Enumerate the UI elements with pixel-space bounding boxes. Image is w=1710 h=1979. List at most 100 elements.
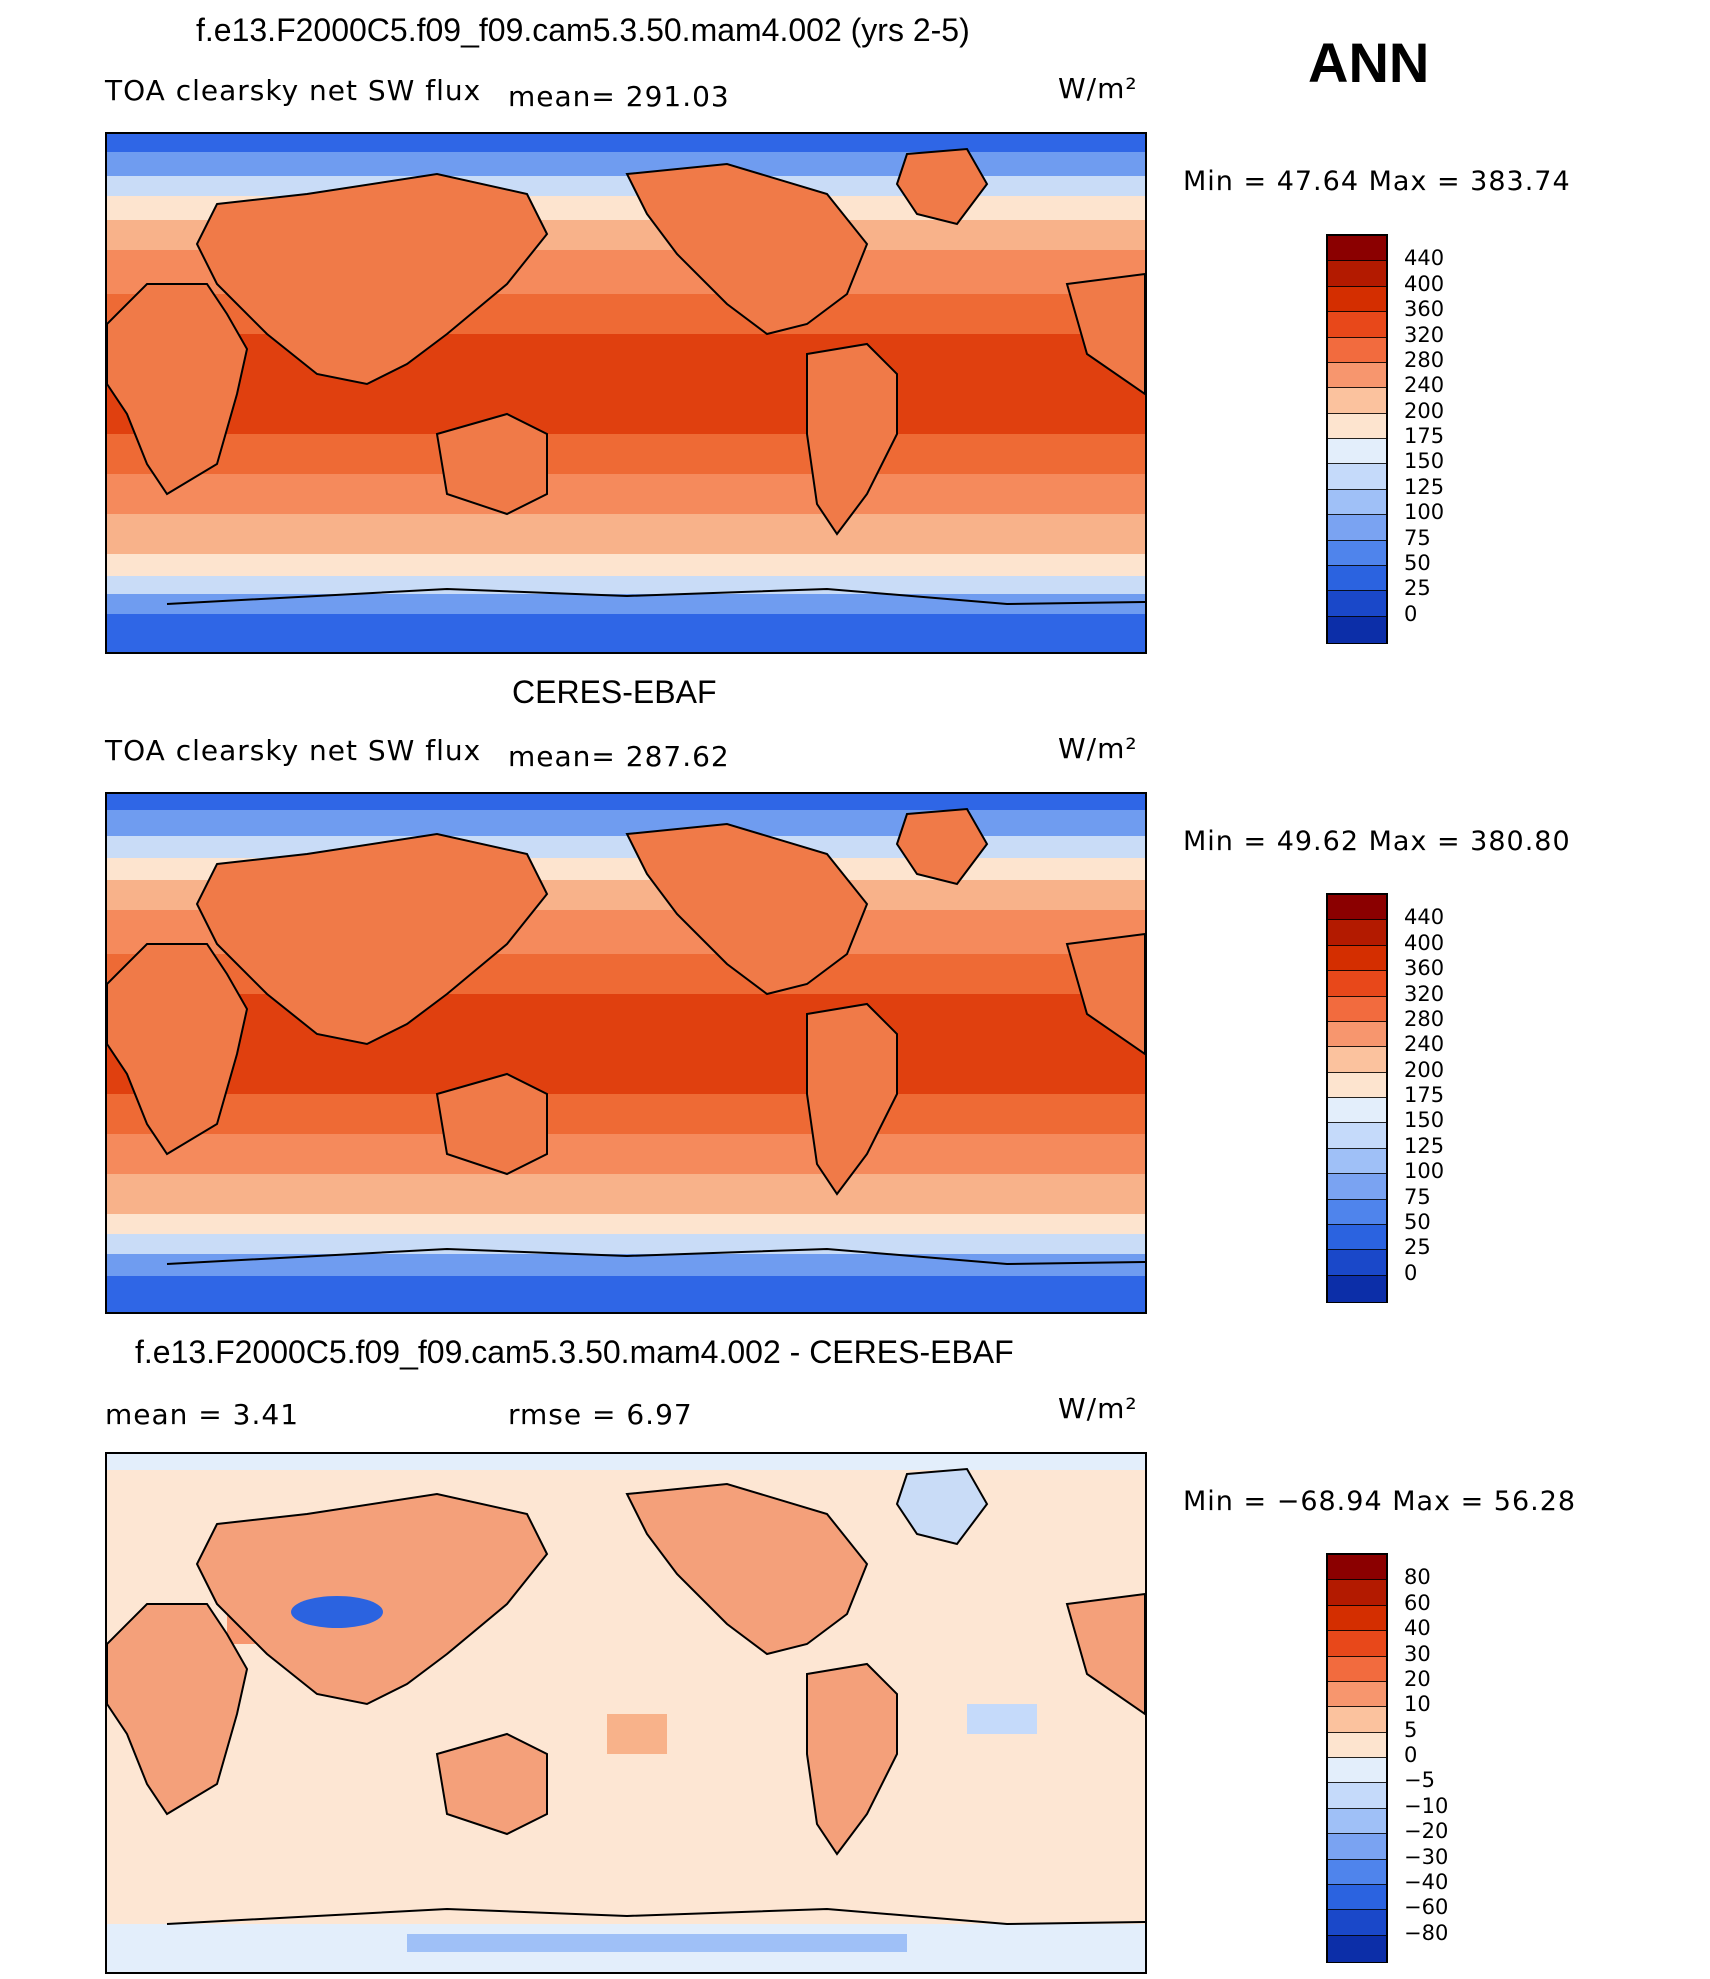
colorbar-label: 20 [1404,1666,1431,1691]
colorbar-cell [1328,996,1386,1023]
colorbar-label: 280 [1404,347,1445,372]
colorbar-tick [1328,919,1386,921]
colorbar-label: 100 [1404,1159,1445,1184]
colorbar-label: 100 [1404,500,1445,525]
colorbar-tick [1328,463,1386,465]
colorbar-label: 400 [1404,271,1445,296]
panel1-map [105,132,1147,654]
colorbar-cell [1328,1250,1386,1277]
colorbar-label: 125 [1404,474,1445,499]
panel2-map-svg [107,794,1145,1312]
colorbar-label: 10 [1404,1692,1431,1717]
colorbar-tick [1328,1757,1386,1758]
panel2-colorbar [1326,893,1388,1303]
colorbar-cell [1328,1681,1386,1708]
panel3-map [105,1452,1147,1974]
colorbar-cell [1328,1580,1386,1607]
colorbar-cell [1328,1656,1386,1683]
colorbar-tick [1328,1858,1386,1860]
colorbar-label: −10 [1404,1793,1449,1818]
colorbar-label: 200 [1404,1057,1445,1082]
colorbar-tick [1328,1731,1386,1733]
colorbar-tick [1328,336,1386,338]
panel3-title: f.e13.F2000C5.f09_f09.cam5.3.50.mam4.002… [135,1334,1014,1370]
colorbar-label: 240 [1404,1032,1445,1057]
colorbar-label: 125 [1404,1133,1445,1158]
colorbar-tick [1328,1782,1386,1784]
panel3-colorbar [1326,1553,1388,1963]
colorbar-label: 0 [1404,1743,1418,1767]
colorbar-cell [1328,1199,1386,1226]
panel1-units-label: W/m² [1058,72,1138,105]
colorbar-tick [1328,361,1386,363]
colorbar-cell [1328,1123,1386,1150]
colorbar-label: 5 [1404,1717,1418,1742]
colorbar-cell [1328,1935,1386,1962]
colorbar-tick [1328,1198,1386,1200]
season-label: ANN [1308,31,1430,94]
colorbar-cell [1328,920,1386,947]
colorbar-tick [1328,1706,1386,1708]
colorbar-tick [1328,488,1386,490]
panel1-continents [107,147,1145,606]
colorbar-cell [1328,1783,1386,1810]
panel3-map-svg [107,1454,1145,1972]
colorbar-cell [1328,565,1386,592]
colorbar-cell [1328,337,1386,364]
colorbar-label: −30 [1404,1844,1449,1869]
colorbar-tick [1328,1604,1386,1606]
colorbar-tick [1328,1833,1386,1835]
colorbar-cell [1328,1758,1386,1784]
colorbar-cell [1328,1275,1386,1302]
colorbar-tick [1328,1883,1386,1885]
colorbar-cell [1328,388,1386,415]
colorbar-cell [1328,236,1386,262]
colorbar-cell [1328,1859,1386,1886]
colorbar-tick [1328,311,1386,313]
panel2-units-label: W/m² [1058,732,1138,765]
colorbar-cell [1328,1605,1386,1632]
colorbar-tick [1328,1934,1386,1936]
panel2-continents [107,807,1145,1266]
panel2-minmax: Min = 49.62 Max = 380.80 [1183,826,1571,857]
colorbar-cell [1328,413,1386,440]
colorbar-label: 80 [1404,1565,1431,1590]
colorbar-tick [1328,285,1386,287]
panel2-mean-label: mean= 287.62 [508,740,730,773]
panel2-variable-label: TOA clearsky net SW flux [105,734,482,767]
colorbar-cell [1328,1834,1386,1860]
colorbar-tick [1328,1680,1386,1682]
panel1-title: f.e13.F2000C5.f09_f09.cam5.3.50.mam4.002… [196,12,970,48]
colorbar-cell [1328,1884,1386,1911]
colorbar-label: 400 [1404,930,1445,955]
colorbar-tick [1328,970,1386,972]
colorbar-tick [1328,995,1386,997]
colorbar-label: 75 [1404,1184,1431,1209]
panel3-minmax: Min = −68.94 Max = 56.28 [1183,1486,1577,1517]
colorbar-cell [1328,591,1386,618]
colorbar-label: 150 [1404,449,1445,474]
colorbar-cell [1328,515,1386,541]
colorbar-label: 320 [1404,322,1445,347]
colorbar-label: 360 [1404,297,1445,322]
colorbar-cell [1328,971,1386,997]
colorbar-label: 25 [1404,576,1431,601]
colorbar-tick [1328,1223,1386,1225]
colorbar-tick [1328,590,1386,592]
colorbar-tick [1328,1097,1386,1098]
colorbar-label: 30 [1404,1641,1431,1666]
colorbar-tick [1328,260,1386,262]
colorbar-label: 360 [1404,956,1445,981]
colorbar-label: 200 [1404,398,1445,423]
panel2-title: CERES-EBAF [512,674,717,710]
colorbar-cell [1328,540,1386,567]
colorbar-cell [1328,1174,1386,1200]
colorbar-label: −40 [1404,1869,1449,1894]
colorbar-tick [1328,1173,1386,1175]
colorbar-cell [1328,1910,1386,1937]
colorbar-label: 150 [1404,1108,1445,1133]
colorbar-cell [1328,1021,1386,1048]
colorbar-cell [1328,1224,1386,1251]
colorbar-cell [1328,1098,1386,1124]
colorbar-label: 280 [1404,1006,1445,1031]
